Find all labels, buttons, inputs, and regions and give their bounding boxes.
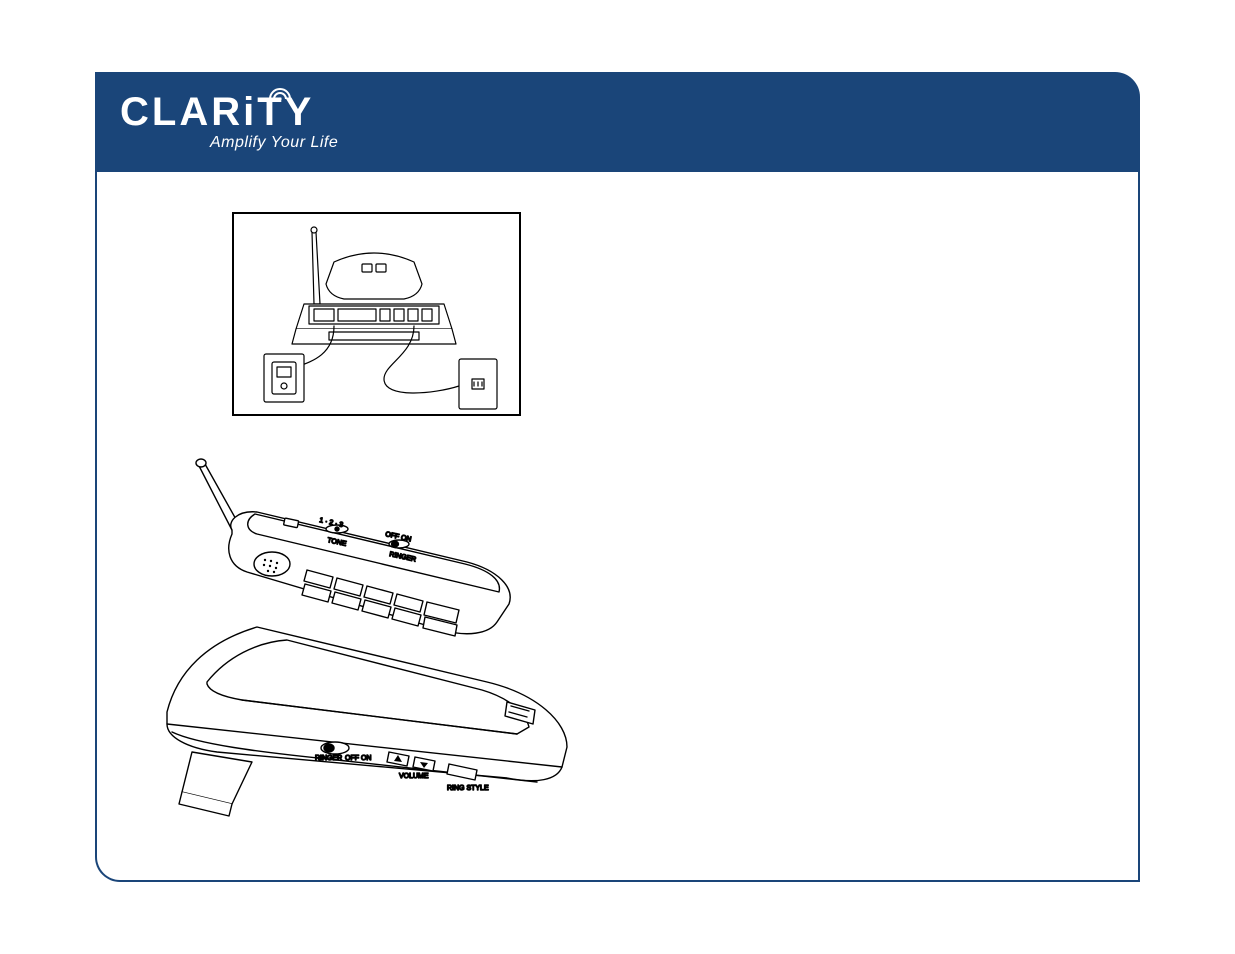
figure-base-connections bbox=[232, 212, 521, 416]
figure-handset-and-base: RINGER OFF ON VOLUME RING STYLE bbox=[137, 452, 617, 832]
brand-header: CLARiTY Amplify Your Life bbox=[95, 72, 1140, 172]
base-volume-label: VOLUME bbox=[399, 773, 429, 780]
base-ringstyle-label: RING STYLE bbox=[447, 785, 489, 792]
base-ringer-pos: OFF ON bbox=[345, 755, 371, 762]
brand-tagline: Amplify Your Life bbox=[210, 134, 338, 152]
base-ringer-label: RINGER bbox=[315, 755, 342, 762]
content-frame: RINGER OFF ON VOLUME RING STYLE bbox=[95, 172, 1140, 882]
page-root: CLARiTY Amplify Your Life bbox=[0, 0, 1235, 954]
brand-wordmark: CLARiTY bbox=[120, 92, 338, 132]
brand-arcs-icon bbox=[265, 82, 295, 100]
brand-logo: CLARiTY Amplify Your Life bbox=[120, 92, 338, 152]
